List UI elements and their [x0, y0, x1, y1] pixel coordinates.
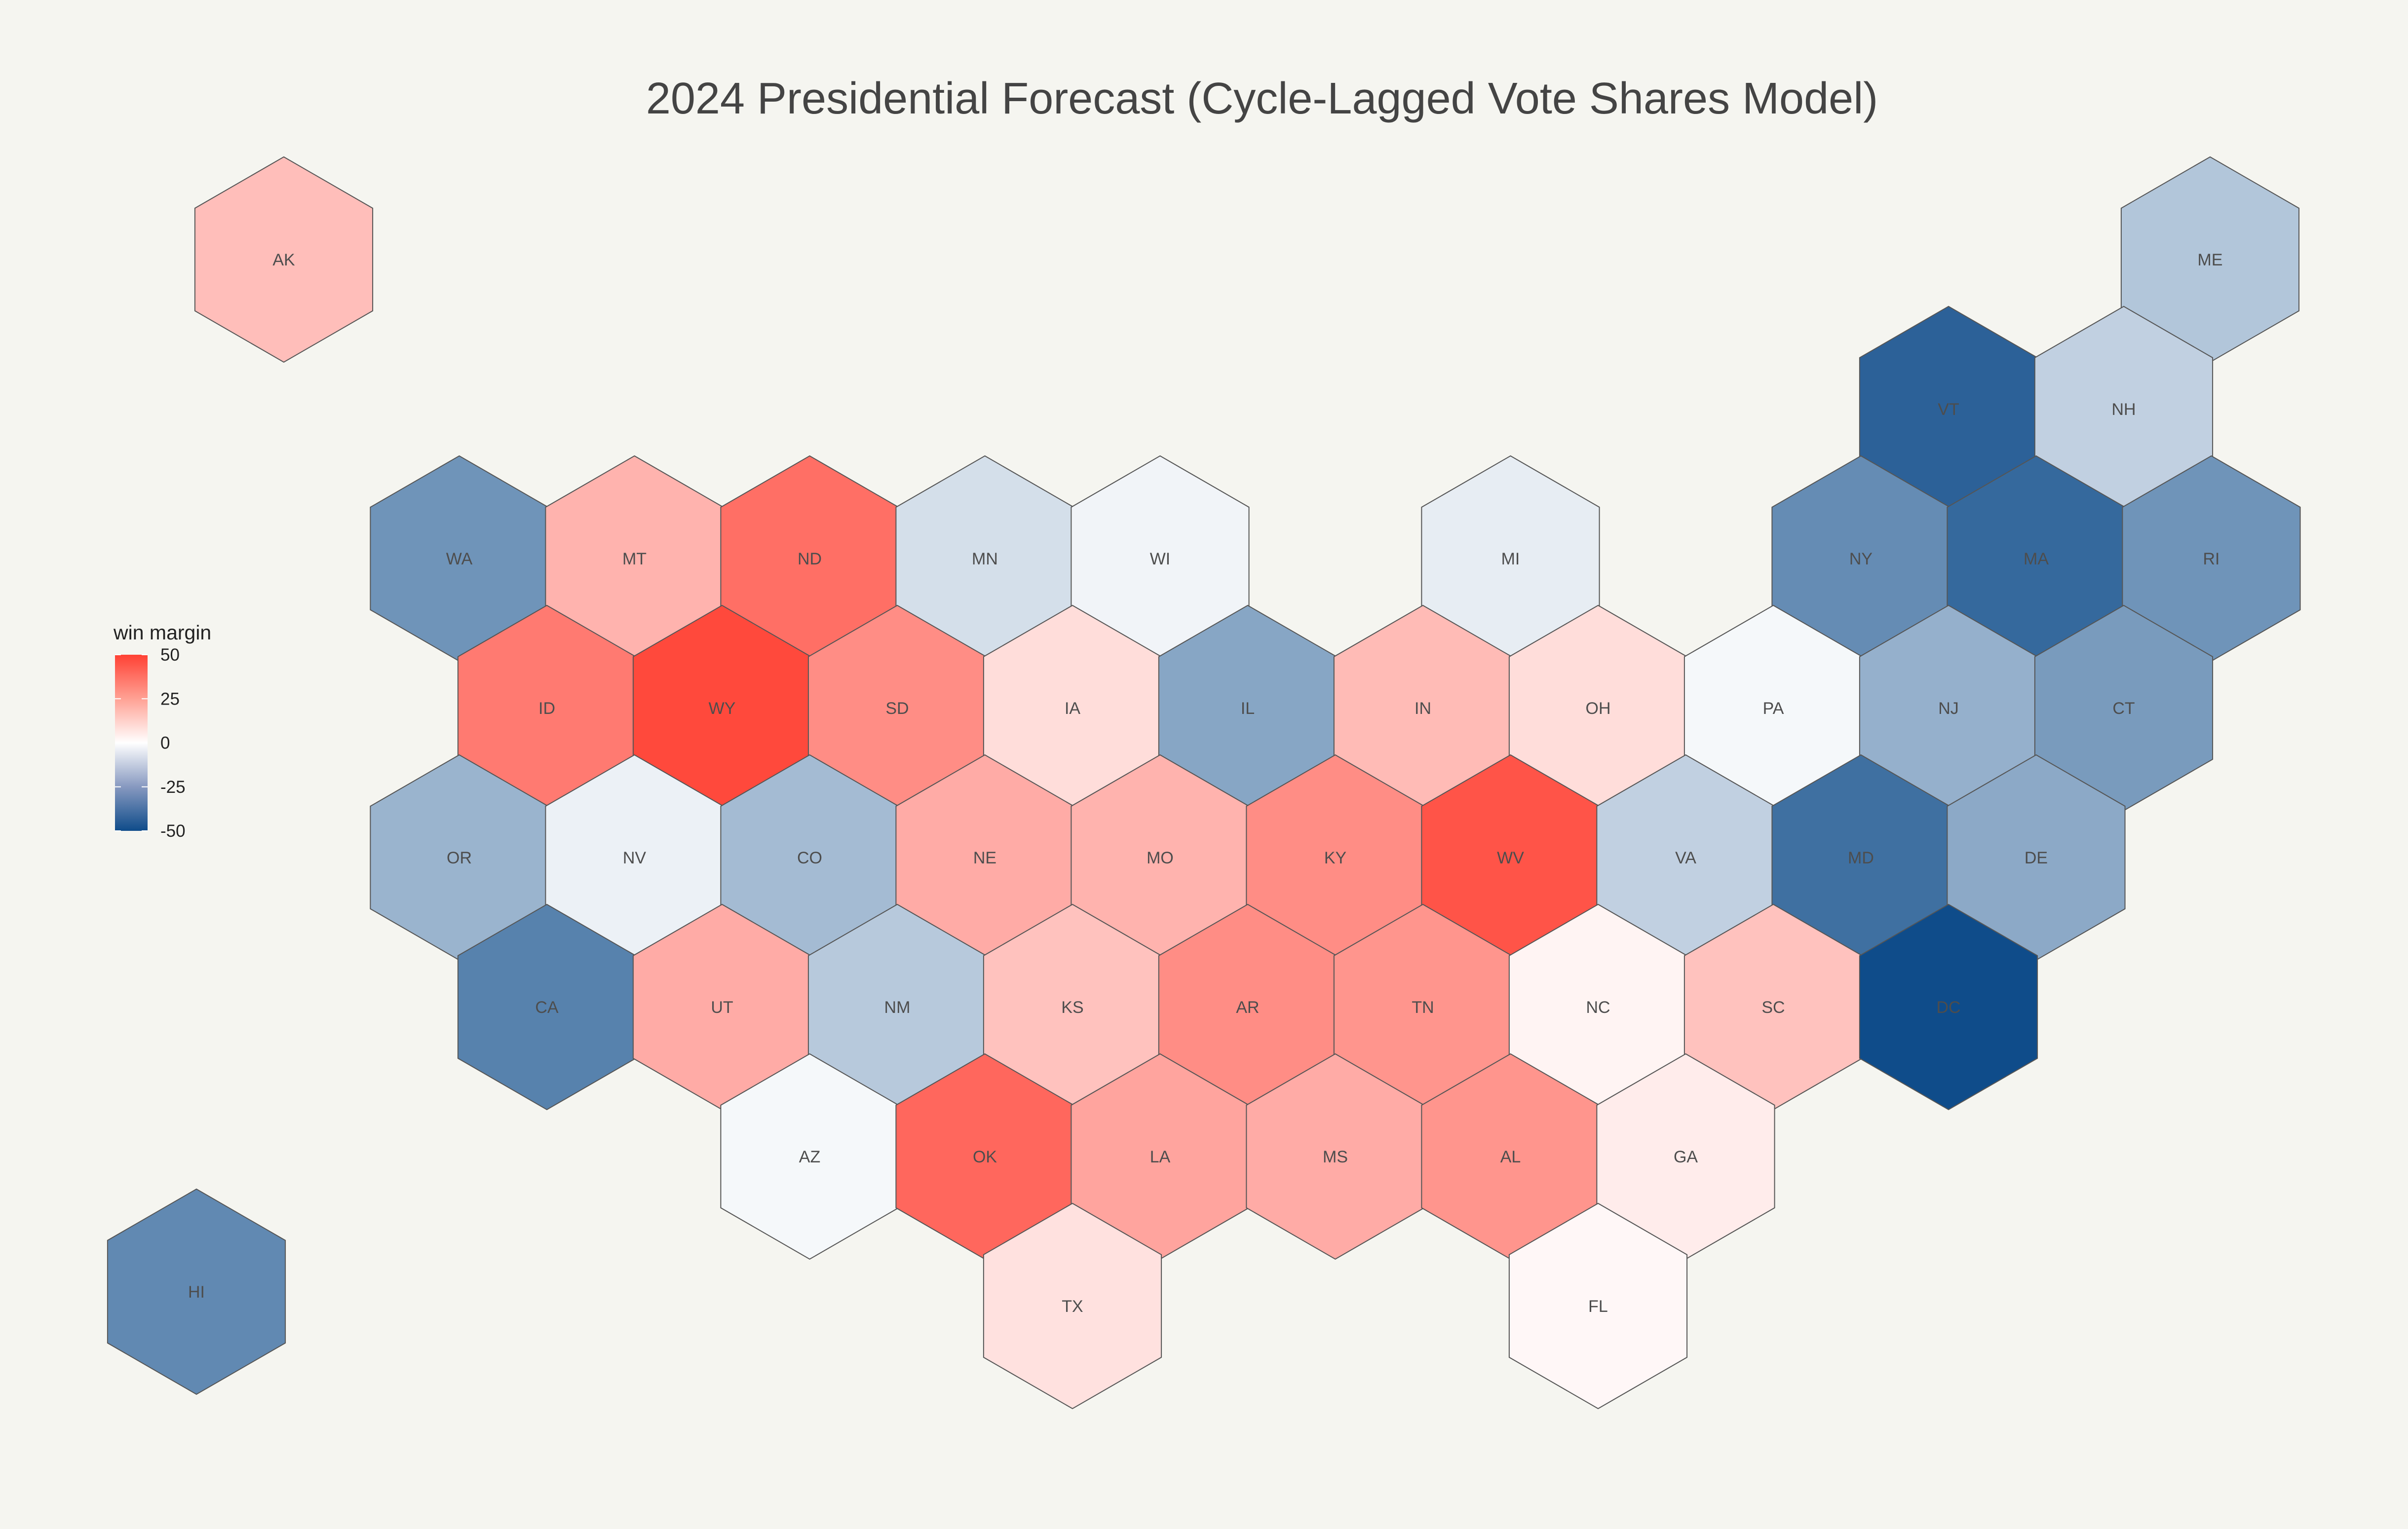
legend-tick-label: -50 [160, 821, 186, 841]
state-label: AL [1500, 1148, 1521, 1166]
state-label: AR [1236, 998, 1259, 1017]
legend-tick-label: 25 [160, 689, 180, 709]
state-label: OR [447, 849, 472, 867]
state-label: SC [1761, 998, 1785, 1017]
state-label: CA [535, 998, 559, 1017]
state-hex-ri: RI [2122, 455, 2301, 662]
hex-tiles: AK ME VT NH WA MT ND MN WI MI NY MA RI ID WY SD IA IL IN OH… [107, 156, 2301, 1410]
state-hex-ks: KS [983, 903, 1162, 1111]
state-hex-mi: MI [1421, 455, 1600, 662]
state-label: IA [1065, 699, 1080, 718]
state-label: WV [1497, 849, 1524, 867]
state-label: AZ [799, 1148, 820, 1166]
state-label: NV [623, 849, 647, 867]
state-label: KY [1324, 849, 1346, 867]
state-hex-dc: DC [1859, 903, 2038, 1111]
state-hex-ga: GA [1596, 1053, 1775, 1260]
state-label: ND [798, 550, 822, 568]
legend: win margin 50 25 0 -25 -50 [113, 621, 211, 841]
state-label: WI [1150, 550, 1171, 568]
state-label: PA [1763, 699, 1784, 718]
state-hex-md: MD [1771, 754, 1950, 961]
state-label: MS [1323, 1148, 1348, 1166]
state-hex-nj: NJ [1859, 604, 2038, 812]
state-label: KS [1061, 998, 1083, 1017]
state-label: UT [711, 998, 733, 1017]
state-hex-in: IN [1333, 604, 1513, 812]
state-hex-la: LA [1070, 1053, 1250, 1260]
state-label: MI [1501, 550, 1520, 568]
state-label: CO [797, 849, 822, 867]
state-label: IL [1241, 699, 1255, 718]
state-hex-shape [1508, 1202, 1688, 1410]
state-label: DE [2025, 849, 2048, 867]
state-label: HI [188, 1283, 205, 1302]
legend-tick-label: 50 [160, 645, 180, 665]
state-label: ME [2198, 251, 2223, 269]
state-label: NM [884, 998, 911, 1017]
state-label: NH [2111, 400, 2136, 419]
state-hex-shape [107, 1188, 286, 1395]
legend-title: win margin [113, 621, 211, 644]
state-label: LA [1150, 1148, 1171, 1166]
state-hex-tx: TX [983, 1202, 1162, 1410]
legend-ticks: 50 25 0 -25 -50 [115, 645, 186, 841]
legend-tick-label: 0 [160, 734, 170, 753]
state-label: OH [1586, 699, 1611, 718]
state-label: MT [622, 550, 647, 568]
state-label: IN [1414, 699, 1431, 718]
state-hex-shape [1859, 903, 2038, 1111]
state-label: VT [1938, 400, 1959, 419]
state-label: TX [1062, 1297, 1083, 1316]
state-label: RI [2203, 550, 2220, 568]
state-label: WY [709, 699, 736, 718]
state-label: NE [973, 849, 996, 867]
state-label: GA [1674, 1148, 1698, 1166]
state-hex-ak: AK [194, 156, 374, 363]
state-label: NY [1849, 550, 1873, 568]
state-label: MO [1147, 849, 1174, 867]
chart-title: 2024 Presidential Forecast (Cycle-Lagged… [646, 74, 1878, 123]
state-hex-ct: CT [2034, 604, 2214, 812]
state-label: NC [1586, 998, 1610, 1017]
state-label: NJ [1938, 699, 1959, 718]
state-hex-hi: HI [107, 1188, 286, 1395]
state-label: TN [1412, 998, 1434, 1017]
state-label: DC [1936, 998, 1960, 1017]
state-label: OK [973, 1148, 997, 1166]
state-label: CT [2112, 699, 2135, 718]
state-label: SD [885, 699, 909, 718]
state-hex-fl: FL [1508, 1202, 1688, 1410]
state-hex-shape [194, 156, 374, 363]
state-label: MD [1848, 849, 1874, 867]
state-hex-me: ME [2120, 156, 2300, 363]
state-label: ID [538, 699, 555, 718]
state-label: WA [446, 550, 473, 568]
state-label: MN [972, 550, 998, 568]
state-label: AK [272, 251, 295, 269]
state-label: MA [2024, 550, 2049, 568]
state-hex-shape [983, 1202, 1162, 1410]
state-label: FL [1588, 1297, 1608, 1316]
state-label: VA [1675, 849, 1696, 867]
legend-tick-label: -25 [160, 778, 186, 797]
